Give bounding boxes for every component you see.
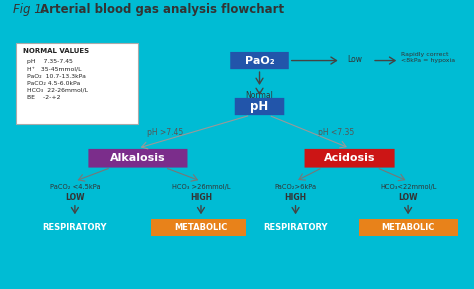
Text: Normal: Normal	[246, 91, 273, 100]
FancyBboxPatch shape	[304, 149, 394, 168]
Text: Arterial blood gas analysis flowchart: Arterial blood gas analysis flowchart	[40, 3, 284, 16]
Text: Low: Low	[347, 55, 362, 64]
Text: PaCO₂>6kPa: PaCO₂>6kPa	[274, 184, 317, 190]
Text: METABOLIC: METABOLIC	[174, 223, 228, 232]
Text: LOW: LOW	[65, 192, 85, 201]
Text: pH <7.35: pH <7.35	[318, 128, 354, 137]
Text: pH >7.45: pH >7.45	[147, 128, 183, 137]
Bar	[16, 43, 138, 124]
Text: Acidosis: Acidosis	[324, 153, 375, 163]
Text: RESPIRATORY: RESPIRATORY	[43, 223, 107, 232]
Text: HIGH: HIGH	[190, 192, 212, 201]
FancyBboxPatch shape	[230, 52, 289, 69]
Text: PaCO₂ <4.5kPa: PaCO₂ <4.5kPa	[50, 184, 100, 190]
Text: LOW: LOW	[398, 192, 418, 201]
Text: HCO₃ >26mmol/L: HCO₃ >26mmol/L	[172, 184, 230, 190]
Text: METABOLIC: METABOLIC	[382, 223, 435, 232]
Text: HIGH: HIGH	[284, 192, 307, 201]
Text: Rapidly correct
<8kPa = hypoxia: Rapidly correct <8kPa = hypoxia	[401, 52, 456, 63]
Text: RESPIRATORY: RESPIRATORY	[263, 223, 328, 232]
Text: HCO₃<22mmol/L: HCO₃<22mmol/L	[380, 184, 436, 190]
FancyBboxPatch shape	[235, 98, 284, 115]
Bar	[25, 218, 124, 236]
FancyBboxPatch shape	[88, 149, 187, 168]
Bar	[151, 218, 250, 236]
Text: pH: pH	[250, 100, 269, 113]
Text: PaO₂: PaO₂	[245, 55, 274, 66]
Bar	[358, 218, 457, 236]
Text: pH    7.35-7.45
  H⁺   35-45mmol/L
  PaO₂  10.7-13.3kPa
  PaCO₂ 4.5-6.0kPa
  HCO: pH 7.35-7.45 H⁺ 35-45mmol/L PaO₂ 10.7-13…	[23, 59, 88, 100]
Bar	[246, 218, 345, 236]
Text: Alkalosis: Alkalosis	[110, 153, 166, 163]
Text: Fig 1.: Fig 1.	[13, 3, 49, 16]
Text: NORMAL VALUES: NORMAL VALUES	[23, 48, 89, 54]
